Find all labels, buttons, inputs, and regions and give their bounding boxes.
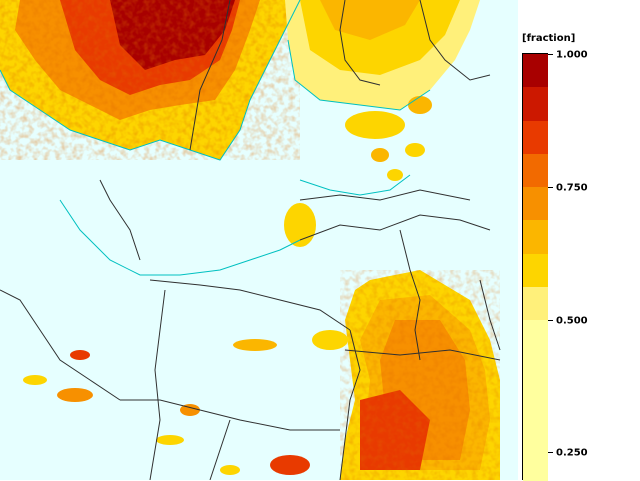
colorbar-segment <box>523 286 548 321</box>
colorbar-segment <box>523 320 548 481</box>
borders <box>0 0 501 480</box>
coastlines <box>0 0 431 276</box>
tick-label-3: 0.500 <box>556 315 588 327</box>
fraction-map[interactable] <box>0 0 518 480</box>
colorbar-segment <box>523 253 548 288</box>
legend-unit-label: [fraction] <box>522 33 576 44</box>
tick-mark-2 <box>548 187 553 188</box>
scandinavia-field <box>0 0 300 160</box>
colorbar-segment <box>523 120 548 155</box>
colorbar-segment <box>523 220 548 255</box>
tick-label-2: 0.750 <box>556 182 588 194</box>
colorbar-segment <box>523 187 548 222</box>
tick-mark-4 <box>548 452 553 453</box>
baltic-field <box>284 96 432 247</box>
map-panel[interactable] <box>0 0 518 480</box>
colorbar-segment <box>523 54 548 89</box>
tick-label-1: 1.000 <box>556 49 588 61</box>
colorbar <box>522 53 548 481</box>
colorbar-segment <box>523 87 548 122</box>
tick-mark-1 <box>548 54 553 55</box>
legend: [fraction] 1.000 0.750 0.500 0.250 <box>518 0 640 481</box>
finland-field <box>285 0 480 110</box>
tick-label-4: 0.250 <box>556 447 588 459</box>
tick-mark-3 <box>548 320 553 321</box>
colorbar-segment <box>523 153 548 188</box>
central-europe-speckles <box>23 330 348 475</box>
